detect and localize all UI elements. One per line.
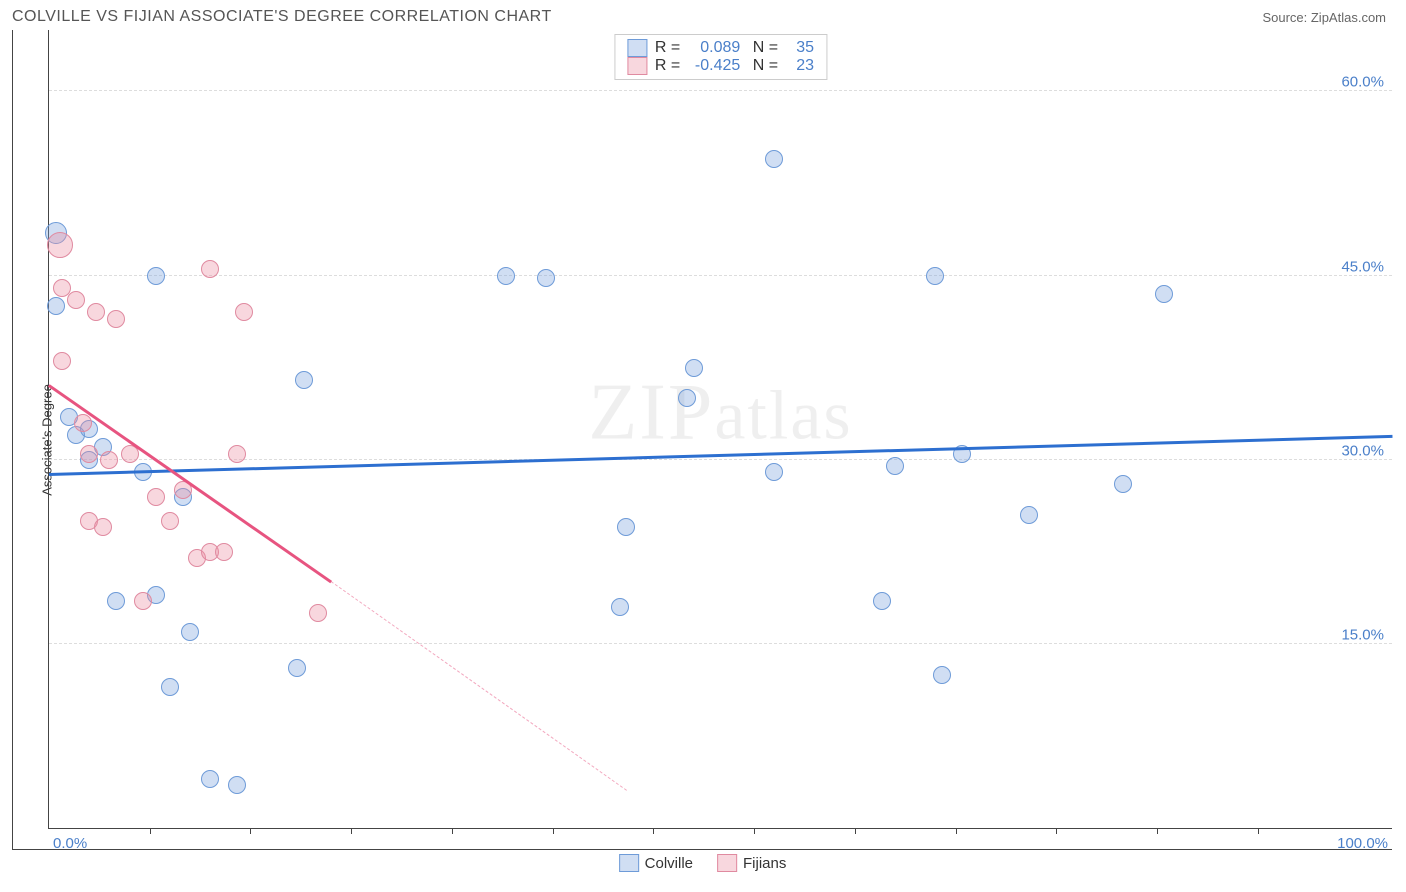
chart-header: COLVILLE VS FIJIAN ASSOCIATE'S DEGREE CO… xyxy=(0,0,1406,30)
data-point xyxy=(537,269,555,287)
data-point xyxy=(53,352,71,370)
data-point xyxy=(678,389,696,407)
data-point xyxy=(235,303,253,321)
watermark: ZIPatlas xyxy=(588,368,852,459)
stats-row-colville: R = 0.089 N = 35 xyxy=(627,39,814,57)
x-tick-label-min: 0.0% xyxy=(53,835,87,852)
x-tick xyxy=(754,828,755,834)
trend-line xyxy=(49,435,1392,476)
r-value-colville: 0.089 xyxy=(688,39,740,57)
gridline xyxy=(49,459,1392,460)
legend-swatch-colville xyxy=(619,854,639,872)
legend: Colville Fijians xyxy=(619,854,787,872)
y-tick-label: 30.0% xyxy=(1341,442,1384,459)
n-label: N = xyxy=(748,57,778,75)
gridline xyxy=(49,643,1392,644)
data-point xyxy=(215,543,233,561)
data-point xyxy=(201,770,219,788)
data-point xyxy=(87,303,105,321)
x-tick xyxy=(956,828,957,834)
data-point xyxy=(765,463,783,481)
data-point xyxy=(47,232,73,258)
data-point xyxy=(685,359,703,377)
data-point xyxy=(147,488,165,506)
data-point xyxy=(161,678,179,696)
data-point xyxy=(161,512,179,530)
n-value-colville: 35 xyxy=(786,39,814,57)
data-point xyxy=(309,604,327,622)
data-point xyxy=(497,267,515,285)
y-tick-label: 15.0% xyxy=(1341,626,1384,643)
data-point xyxy=(933,666,951,684)
r-label: R = xyxy=(655,57,680,75)
data-point xyxy=(611,598,629,616)
n-value-fijians: 23 xyxy=(786,57,814,75)
legend-label-colville: Colville xyxy=(645,855,693,872)
data-point xyxy=(1155,285,1173,303)
swatch-colville xyxy=(627,39,647,57)
data-point xyxy=(228,776,246,794)
y-tick-label: 60.0% xyxy=(1341,74,1384,91)
data-point xyxy=(926,267,944,285)
x-tick xyxy=(1157,828,1158,834)
legend-label-fijians: Fijians xyxy=(743,855,786,872)
swatch-fijians xyxy=(627,57,647,75)
data-point xyxy=(295,371,313,389)
x-tick xyxy=(1258,828,1259,834)
x-tick xyxy=(452,828,453,834)
data-point xyxy=(107,592,125,610)
x-tick xyxy=(653,828,654,834)
data-point xyxy=(147,267,165,285)
x-tick xyxy=(1056,828,1057,834)
x-tick xyxy=(855,828,856,834)
data-point xyxy=(873,592,891,610)
data-point xyxy=(181,623,199,641)
data-point xyxy=(107,310,125,328)
stats-row-fijians: R = -0.425 N = 23 xyxy=(627,57,814,75)
n-label: N = xyxy=(748,39,778,57)
chart-title: COLVILLE VS FIJIAN ASSOCIATE'S DEGREE CO… xyxy=(12,8,552,26)
x-tick xyxy=(150,828,151,834)
data-point xyxy=(765,150,783,168)
legend-item-colville: Colville xyxy=(619,854,693,872)
chart-container: Associate's Degree ZIPatlas R = 0.089 N … xyxy=(12,30,1392,850)
correlation-stats-box: R = 0.089 N = 35 R = -0.425 N = 23 xyxy=(614,34,827,80)
gridline xyxy=(49,90,1392,91)
source-attribution: Source: ZipAtlas.com xyxy=(1262,10,1386,25)
data-point xyxy=(134,592,152,610)
x-tick xyxy=(250,828,251,834)
x-tick xyxy=(553,828,554,834)
x-tick-label-max: 100.0% xyxy=(1337,835,1388,852)
data-point xyxy=(886,457,904,475)
data-point xyxy=(617,518,635,536)
plot-area: ZIPatlas R = 0.089 N = 35 R = -0.425 N =… xyxy=(48,30,1392,829)
data-point xyxy=(228,445,246,463)
r-label: R = xyxy=(655,39,680,57)
legend-item-fijians: Fijians xyxy=(717,854,786,872)
x-tick xyxy=(351,828,352,834)
data-point xyxy=(1114,475,1132,493)
r-value-fijians: -0.425 xyxy=(688,57,740,75)
data-point xyxy=(80,445,98,463)
trend-line-extrapolated xyxy=(331,582,627,792)
gridline xyxy=(49,275,1392,276)
data-point xyxy=(94,518,112,536)
y-tick-label: 45.0% xyxy=(1341,258,1384,275)
data-point xyxy=(47,297,65,315)
data-point xyxy=(100,451,118,469)
data-point xyxy=(1020,506,1038,524)
data-point xyxy=(67,291,85,309)
data-point xyxy=(201,260,219,278)
legend-swatch-fijians xyxy=(717,854,737,872)
data-point xyxy=(74,414,92,432)
data-point xyxy=(288,659,306,677)
